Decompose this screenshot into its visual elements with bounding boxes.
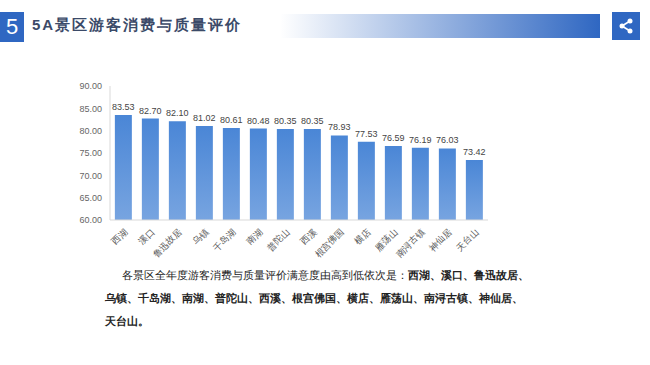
svg-text:雁荡山: 雁荡山: [373, 227, 399, 253]
html-text:各景区全年度游客消费与质量评价满意度由高到低依次是：西湖、溪: 各景区全年度游客消费与质量评价满意度由高到低依次是：西湖、溪口、鲁迅故居、乌镇、…: [105, 269, 529, 327]
svg-text:75.00: 75.00: [79, 148, 102, 158]
svg-text:90.00: 90.00: [79, 81, 102, 91]
svg-text:83.53: 83.53: [112, 102, 135, 112]
svg-text:80.00: 80.00: [79, 126, 102, 136]
svg-text:82.70: 82.70: [139, 106, 162, 116]
svg-text:南湖: 南湖: [245, 227, 265, 247]
svg-text:80.48: 80.48: [247, 116, 270, 126]
svg-text:81.02: 81.02: [193, 113, 216, 123]
svg-text:80.35: 80.35: [301, 116, 324, 126]
svg-text:千岛湖: 千岛湖: [211, 227, 237, 253]
svg-text:80.61: 80.61: [220, 115, 243, 125]
svg-text:横店: 横店: [353, 227, 373, 247]
svg-text:神仙居: 神仙居: [427, 227, 453, 253]
svg-text:根宫佛国: 根宫佛国: [313, 227, 346, 260]
svg-text:南浔古镇: 南浔古镇: [394, 227, 427, 260]
html-text:5A景区游客消费与质量评价: 5A景区游客消费与质量评价: [32, 16, 243, 33]
svg-text:乌镇: 乌镇: [191, 227, 211, 247]
svg-text:70.00: 70.00: [79, 171, 102, 181]
svg-text:82.10: 82.10: [166, 108, 189, 118]
svg-text:西溪: 西溪: [299, 227, 319, 247]
svg-text:76.03: 76.03: [436, 135, 459, 145]
html-text:5: 5: [5, 14, 19, 39]
svg-text:普陀山: 普陀山: [265, 227, 291, 253]
svg-text:65.00: 65.00: [79, 193, 102, 203]
svg-text:76.19: 76.19: [409, 135, 432, 145]
svg-text:73.42: 73.42: [463, 147, 486, 157]
svg-text:77.53: 77.53: [355, 129, 378, 139]
svg-text:80.35: 80.35: [274, 116, 297, 126]
svg-text:85.00: 85.00: [79, 104, 102, 114]
svg-text:天台山: 天台山: [454, 227, 480, 253]
svg-text:溪口: 溪口: [137, 227, 157, 247]
svg-text:60.00: 60.00: [79, 215, 102, 225]
svg-text:76.59: 76.59: [382, 133, 405, 143]
svg-text:西湖: 西湖: [110, 227, 130, 247]
svg-text:鲁迅故居: 鲁迅故居: [151, 227, 184, 260]
svg-text:78.93: 78.93: [328, 122, 351, 132]
